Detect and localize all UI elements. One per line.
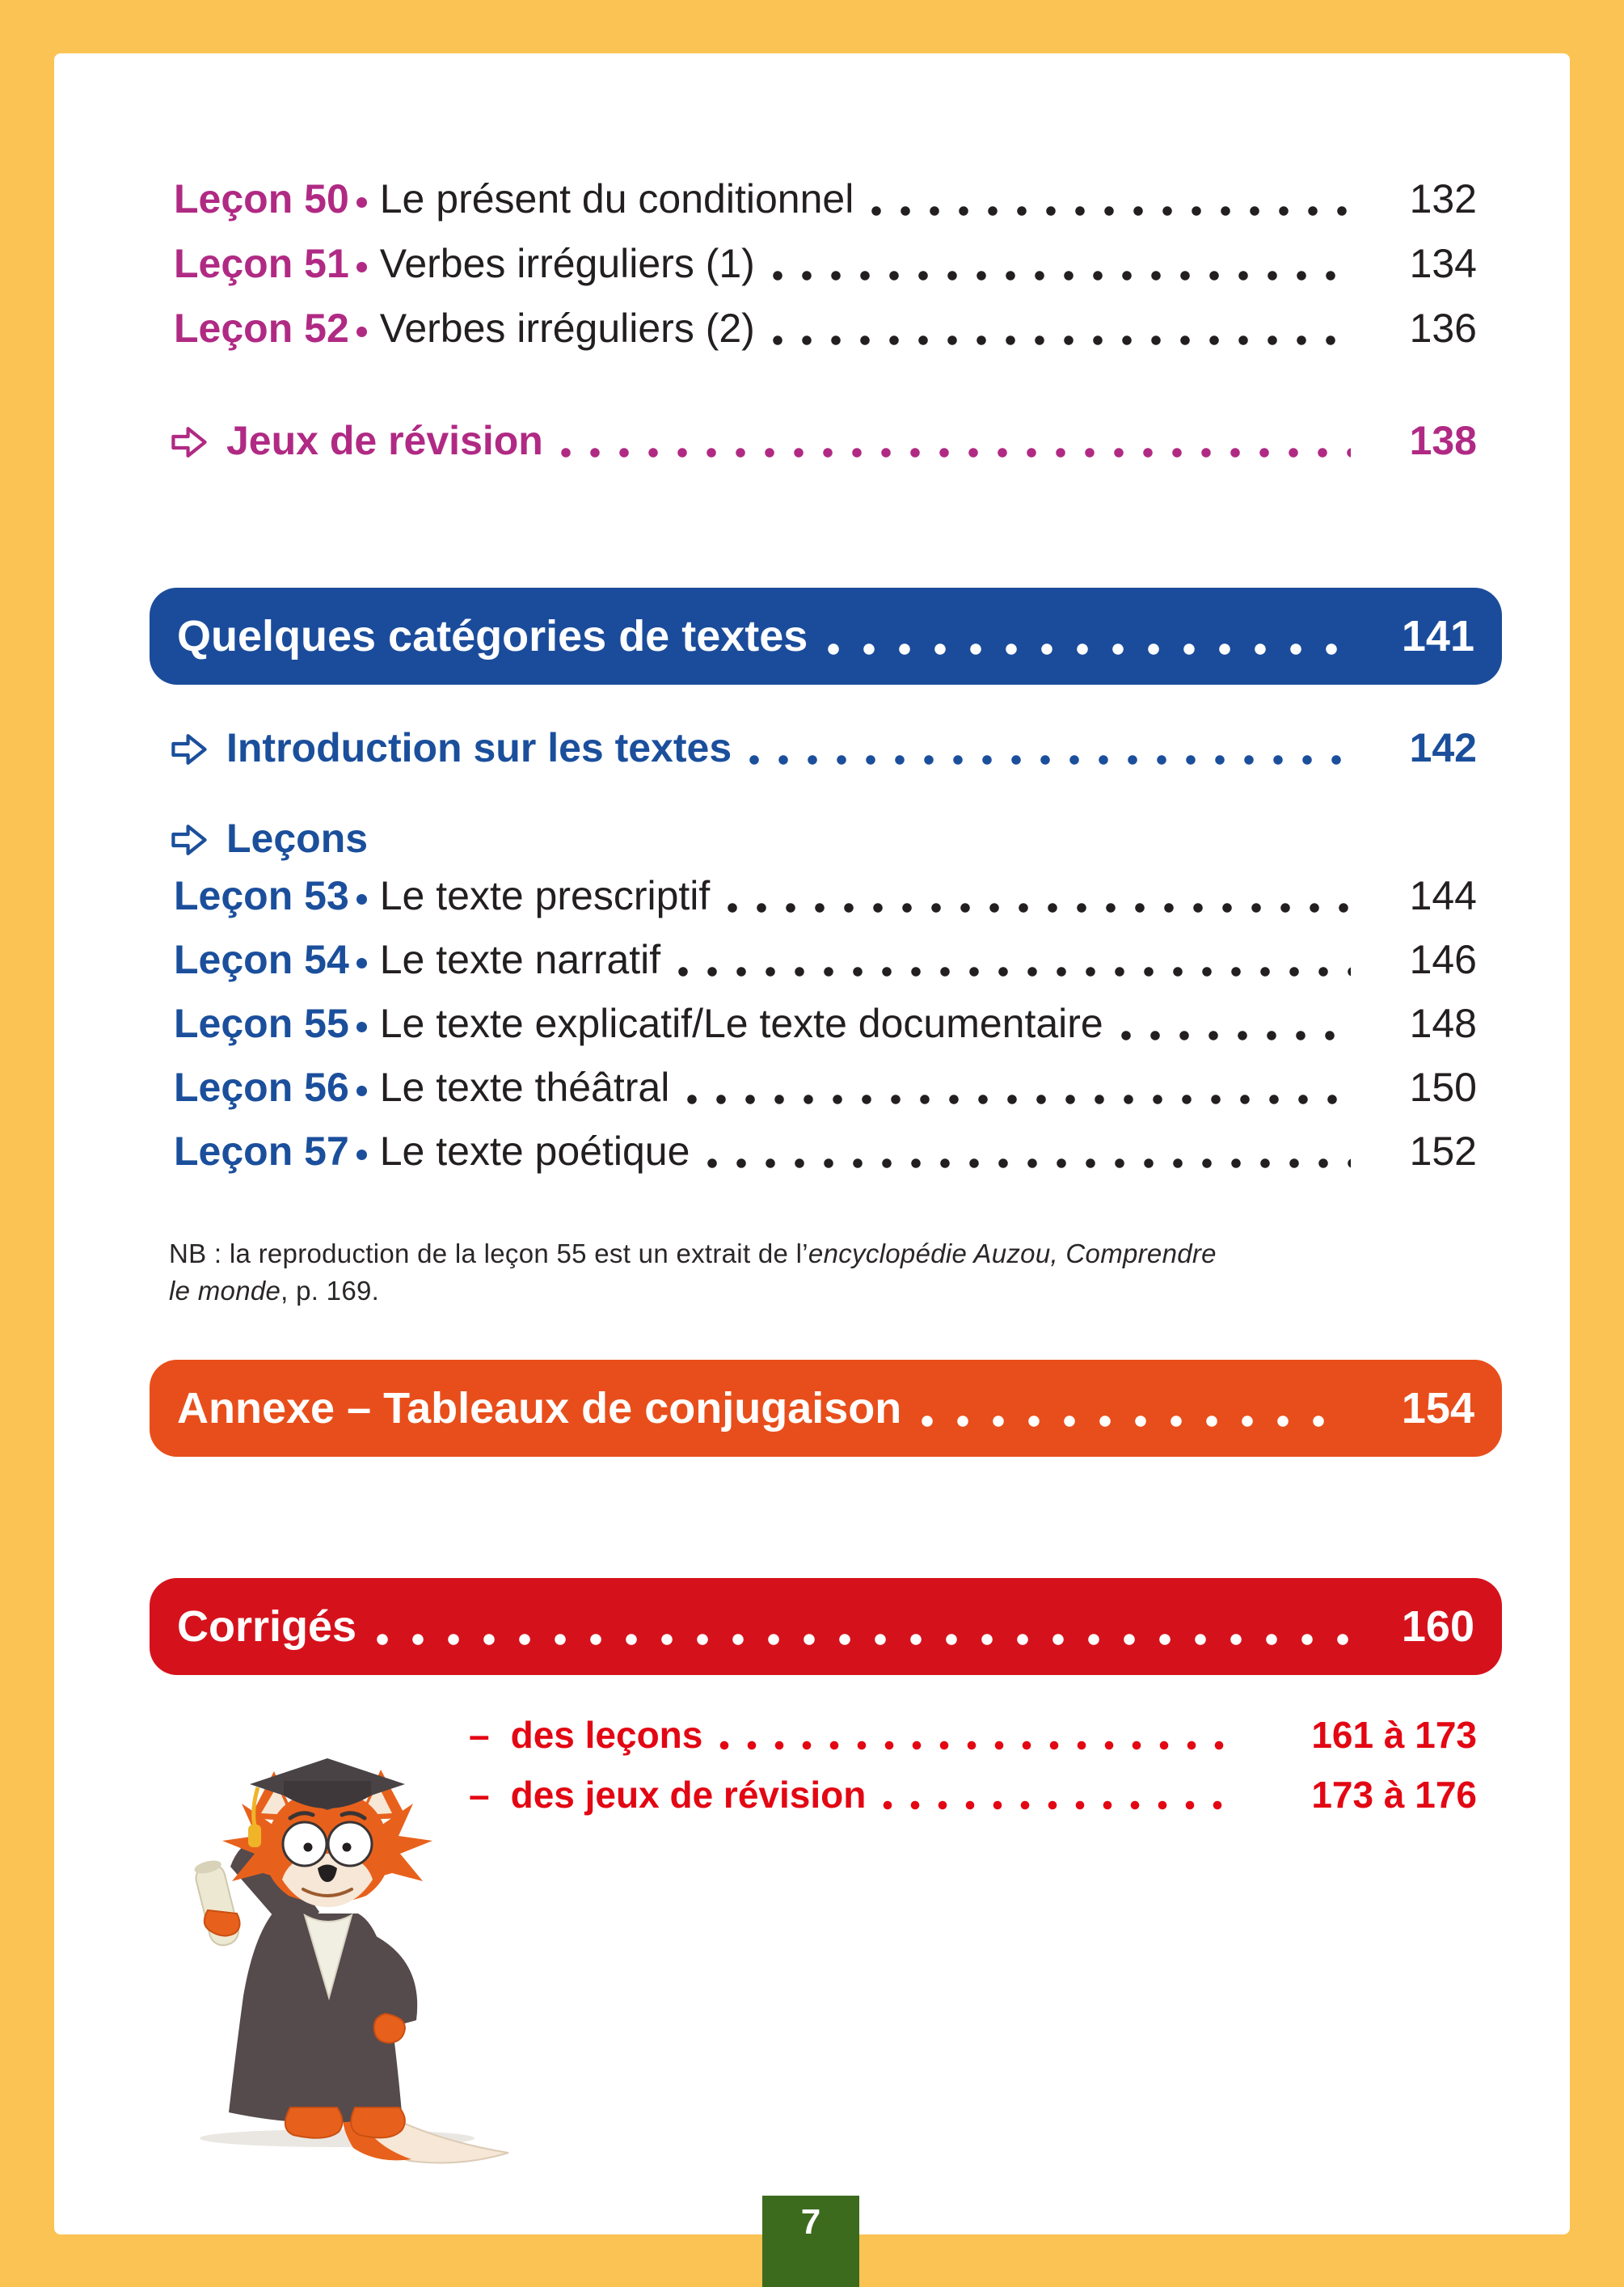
lesson-label: Leçon 57 — [174, 1129, 349, 1174]
nb-note-italic: le monde — [169, 1276, 281, 1306]
round-bullet-icon — [356, 957, 367, 968]
block-arrow-right-icon — [171, 825, 207, 855]
fox-graduate-mascot — [194, 1758, 509, 2164]
banner-title: Annexe – Tableaux de conjugaison — [177, 1384, 902, 1433]
toc-row-lecon-55: Leçon 55 Le texte explicatif/Le texte do… — [174, 994, 1477, 1053]
banner-title: Quelques catégories de textes — [177, 612, 808, 660]
page-number: 146 — [1409, 937, 1477, 982]
dot-leader — [711, 1707, 1230, 1762]
toc-row-lecon-53: Leçon 53 Le texte prescriptif 144 — [174, 867, 1477, 925]
nb-note-regular: NB : la reproduction de la leçon 55 est … — [169, 1238, 808, 1268]
page-number: 154 — [1401, 1384, 1474, 1433]
dot-leader — [1111, 994, 1351, 1053]
dot-leader — [550, 412, 1351, 469]
dot-leader — [862, 170, 1351, 228]
section-label: Leçons — [226, 816, 369, 861]
lesson-label: Leçon 53 — [174, 873, 349, 918]
toc-row-introduction-textes: Introduction sur les textes 142 — [170, 719, 1477, 776]
dash: – — [469, 1774, 490, 1816]
toc-row-lecon-57: Leçon 57 Le texte poétique 152 — [174, 1122, 1477, 1180]
page-number: 134 — [1409, 241, 1477, 286]
lesson-title: Verbes irréguliers (2) — [379, 306, 755, 351]
toc-row-lecon-56: Leçon 56 Le texte théâtral 150 — [174, 1058, 1477, 1116]
dot-leader — [762, 299, 1351, 357]
lesson-label: Leçon 56 — [174, 1065, 349, 1110]
page-number: 141 — [1401, 612, 1474, 660]
lesson-title: Verbes irréguliers (1) — [379, 241, 755, 286]
toc-row-jeux-de-revision: Jeux de révision 138 — [170, 412, 1477, 469]
toc-row-lecon-51: Leçon 51 Verbes irréguliers (1) 134 — [174, 234, 1477, 293]
page-number: 138 — [1409, 418, 1477, 463]
page-number: 144 — [1409, 873, 1477, 918]
dot-leader — [816, 588, 1348, 685]
round-bullet-icon — [356, 326, 367, 337]
page-number: 152 — [1409, 1129, 1477, 1174]
lesson-title: Le texte prescriptif — [379, 873, 711, 918]
page-number: 136 — [1409, 306, 1477, 351]
section-label: Introduction sur les textes — [226, 725, 732, 770]
page-number: 160 — [1401, 1602, 1474, 1651]
section-banner-categories-de-textes: Quelques catégories de textes 141 — [150, 588, 1502, 685]
page: Leçon 50 Le présent du conditionnel 132 … — [54, 53, 1570, 2234]
nb-note-italic: encyclopédie Auzou, Comprendre — [808, 1238, 1217, 1268]
dot-leader — [669, 930, 1351, 989]
lesson-title: Le présent du conditionnel — [379, 176, 854, 222]
dot-leader — [909, 1360, 1348, 1457]
lesson-title: Le texte narratif — [379, 937, 661, 982]
lesson-label: Leçon 51 — [174, 241, 349, 286]
lesson-label: Leçon 52 — [174, 306, 349, 351]
round-bullet-icon — [356, 261, 367, 272]
lesson-label: Leçon 54 — [174, 937, 349, 982]
section-banner-annexe: Annexe – Tableaux de conjugaison 154 — [150, 1360, 1502, 1457]
nb-note-line-2: le monde, p. 169. — [169, 1272, 1430, 1310]
lesson-title: Le texte poétique — [379, 1129, 690, 1174]
toc-heading-lecons: Leçons — [170, 810, 1477, 867]
page-number-value: 7 — [800, 2202, 821, 2242]
page-number: 148 — [1409, 1001, 1477, 1046]
lesson-label: Leçon 50 — [174, 176, 349, 222]
dot-leader — [874, 1767, 1230, 1822]
lesson-title: Le texte explicatif/Le texte documentair… — [379, 1001, 1103, 1046]
dash: – — [469, 1714, 490, 1756]
page-number-badge: 7 — [762, 2196, 859, 2287]
dot-leader — [365, 1578, 1348, 1675]
corriges-item-label: des jeux de révision — [510, 1774, 867, 1816]
round-bullet-icon — [356, 1149, 367, 1160]
round-bullet-icon — [356, 1021, 367, 1032]
dot-leader — [677, 1058, 1351, 1116]
nb-note-line-1: NB : la reproduction de la leçon 55 est … — [169, 1235, 1430, 1272]
round-bullet-icon — [356, 893, 367, 905]
page-number: 132 — [1409, 176, 1477, 222]
toc-row-corriges-lecons: – des leçons 161 à 173 — [469, 1707, 1477, 1762]
round-bullet-icon — [356, 1085, 367, 1096]
toc-row-lecon-54: Leçon 54 Le texte narratif 146 — [174, 930, 1477, 989]
block-arrow-right-icon — [171, 734, 207, 765]
dot-leader — [718, 867, 1351, 925]
dot-leader — [698, 1122, 1351, 1180]
round-bullet-icon — [356, 196, 367, 208]
section-label: Jeux de révision — [226, 418, 543, 463]
corriges-item-label: des leçons — [510, 1714, 703, 1756]
banner-title: Corrigés — [177, 1602, 357, 1651]
nb-note: NB : la reproduction de la leçon 55 est … — [169, 1235, 1430, 1310]
page-number: 142 — [1409, 725, 1477, 770]
lesson-label: Leçon 55 — [174, 1001, 349, 1046]
dot-leader — [740, 719, 1351, 776]
lesson-title: Le texte théâtral — [379, 1065, 670, 1110]
dot-leader — [762, 234, 1351, 293]
page-number: 150 — [1409, 1065, 1477, 1110]
page-range: 173 à 176 — [1311, 1774, 1477, 1816]
section-banner-corriges: Corrigés 160 — [150, 1578, 1502, 1675]
block-arrow-right-icon — [171, 427, 207, 458]
toc-row-corriges-jeux: – des jeux de révision 173 à 176 — [469, 1767, 1477, 1822]
toc-row-lecon-52: Leçon 52 Verbes irréguliers (2) 136 — [174, 299, 1477, 357]
toc-row-lecon-50: Leçon 50 Le présent du conditionnel 132 — [174, 170, 1477, 228]
nb-note-regular: , p. 169. — [281, 1276, 380, 1306]
page-range: 161 à 173 — [1311, 1714, 1477, 1756]
